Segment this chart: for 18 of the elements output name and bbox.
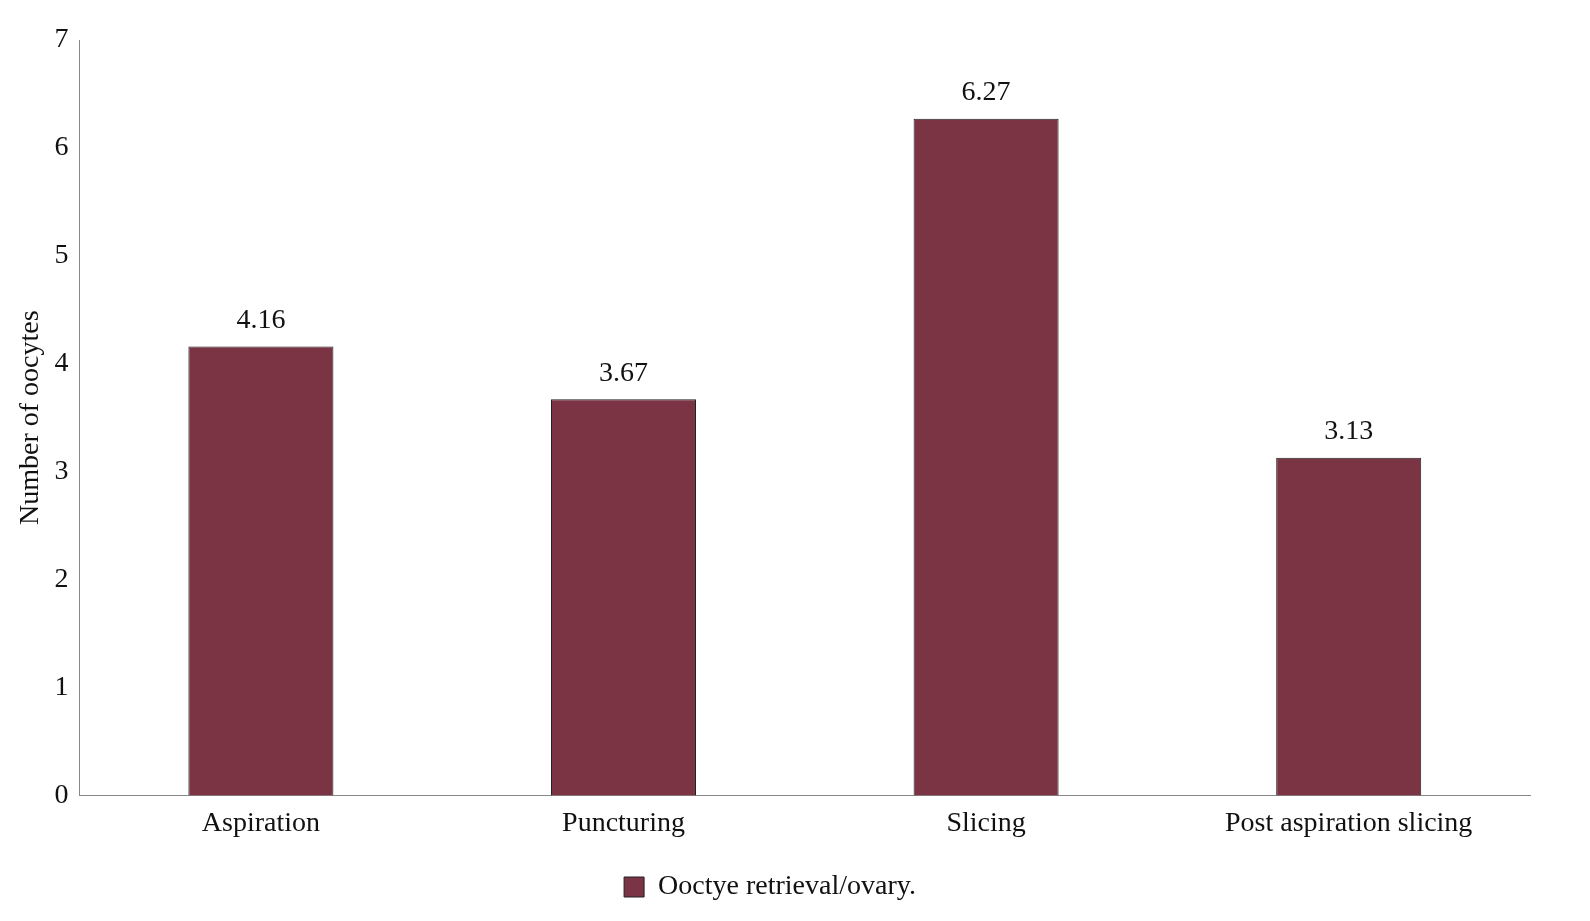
x-tick-label: Post aspiration slicing bbox=[1225, 805, 1473, 837]
y-tick-label: 3 bbox=[54, 454, 69, 486]
y-tick-label: 0 bbox=[54, 777, 69, 809]
y-tick-label: 4 bbox=[54, 346, 69, 378]
x-tick-label: Aspiration bbox=[201, 805, 321, 837]
data-label: 4.16 bbox=[236, 302, 286, 334]
legend-label: Ooctye retrieval/ovary. bbox=[658, 869, 916, 901]
data-label: 6.27 bbox=[961, 75, 1011, 107]
x-tick-label: Slicing bbox=[946, 805, 1026, 837]
y-tick-label: 2 bbox=[54, 561, 69, 593]
x-tick-label: Puncturing bbox=[562, 805, 685, 837]
y-axis-title: Number of oocytes bbox=[13, 310, 45, 525]
data-label: 3.67 bbox=[599, 355, 648, 387]
y-tick-label: 5 bbox=[54, 238, 69, 270]
y-tick-label: 1 bbox=[54, 669, 69, 701]
data-label: 3.13 bbox=[1324, 413, 1374, 445]
y-tick-label: 6 bbox=[54, 130, 69, 162]
y-tick-label: 7 bbox=[54, 22, 69, 54]
